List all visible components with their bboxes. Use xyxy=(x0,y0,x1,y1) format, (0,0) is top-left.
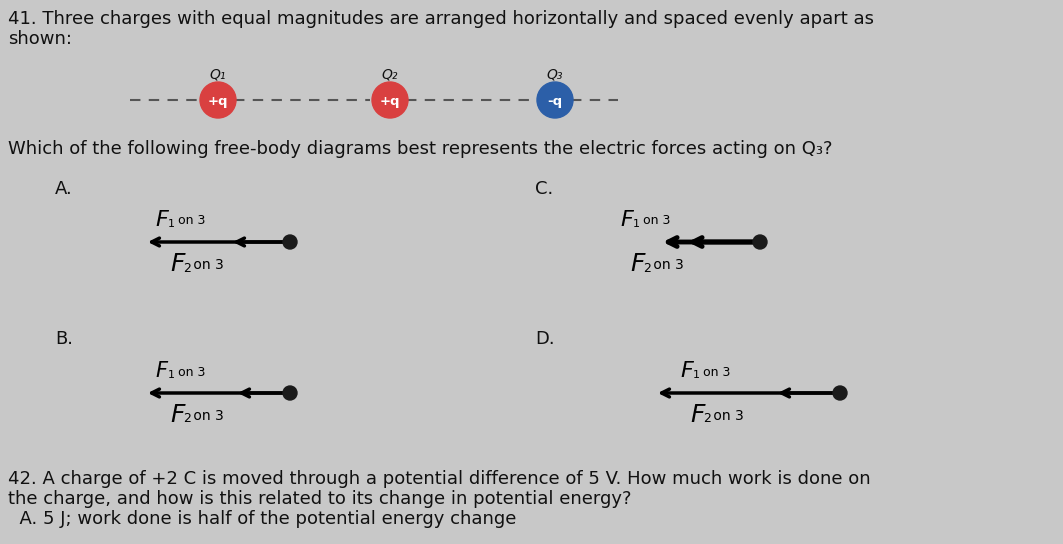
Text: 1: 1 xyxy=(693,370,701,380)
Text: shown:: shown: xyxy=(9,30,72,48)
Circle shape xyxy=(372,82,408,118)
Text: on 3: on 3 xyxy=(189,409,223,423)
Text: $\it{F}$: $\it{F}$ xyxy=(690,403,707,427)
Text: on 3: on 3 xyxy=(709,409,744,423)
Text: Q₂: Q₂ xyxy=(382,67,399,81)
Text: +q: +q xyxy=(207,95,229,108)
Text: A. 5 J; work done is half of the potential energy change: A. 5 J; work done is half of the potenti… xyxy=(9,510,517,528)
Text: 42. A charge of +2 C is moved through a potential difference of 5 V. How much wo: 42. A charge of +2 C is moved through a … xyxy=(9,470,871,488)
Circle shape xyxy=(753,235,767,249)
Text: -q: -q xyxy=(547,95,562,108)
Text: on 3: on 3 xyxy=(174,214,205,227)
Text: 2: 2 xyxy=(643,262,651,275)
Text: D.: D. xyxy=(535,330,555,348)
Text: on 3: on 3 xyxy=(639,214,671,227)
Text: Q₁: Q₁ xyxy=(209,67,226,81)
Text: A.: A. xyxy=(55,180,72,198)
Text: $\it{F}$: $\it{F}$ xyxy=(155,210,170,230)
Text: the charge, and how is this related to its change in potential energy?: the charge, and how is this related to i… xyxy=(9,490,631,508)
Text: Which of the following free-body diagrams best represents the electric forces ac: Which of the following free-body diagram… xyxy=(9,140,832,158)
Text: 2: 2 xyxy=(183,262,191,275)
Circle shape xyxy=(283,235,297,249)
Text: on 3: on 3 xyxy=(649,258,684,272)
Text: Q₃: Q₃ xyxy=(546,67,563,81)
Text: $\it{F}$: $\it{F}$ xyxy=(680,361,695,381)
Text: 1: 1 xyxy=(632,219,640,229)
Text: $\it{F}$: $\it{F}$ xyxy=(170,252,187,276)
Text: 2: 2 xyxy=(703,412,711,425)
Text: $\it{F}$: $\it{F}$ xyxy=(630,252,646,276)
Circle shape xyxy=(200,82,236,118)
Circle shape xyxy=(283,386,297,400)
Text: on 3: on 3 xyxy=(189,258,223,272)
Text: $\it{F}$: $\it{F}$ xyxy=(620,210,635,230)
Circle shape xyxy=(537,82,573,118)
Text: on 3: on 3 xyxy=(174,366,205,379)
Text: B.: B. xyxy=(55,330,73,348)
Text: 1: 1 xyxy=(168,370,175,380)
Text: 1: 1 xyxy=(168,219,175,229)
Text: on 3: on 3 xyxy=(699,366,730,379)
Text: C.: C. xyxy=(535,180,553,198)
Text: 2: 2 xyxy=(183,412,191,425)
Text: 41. Three charges with equal magnitudes are arranged horizontally and spaced eve: 41. Three charges with equal magnitudes … xyxy=(9,10,874,28)
Circle shape xyxy=(833,386,847,400)
Text: $\it{F}$: $\it{F}$ xyxy=(155,361,169,381)
Text: $\it{F}$: $\it{F}$ xyxy=(170,403,187,427)
Text: +q: +q xyxy=(379,95,401,108)
